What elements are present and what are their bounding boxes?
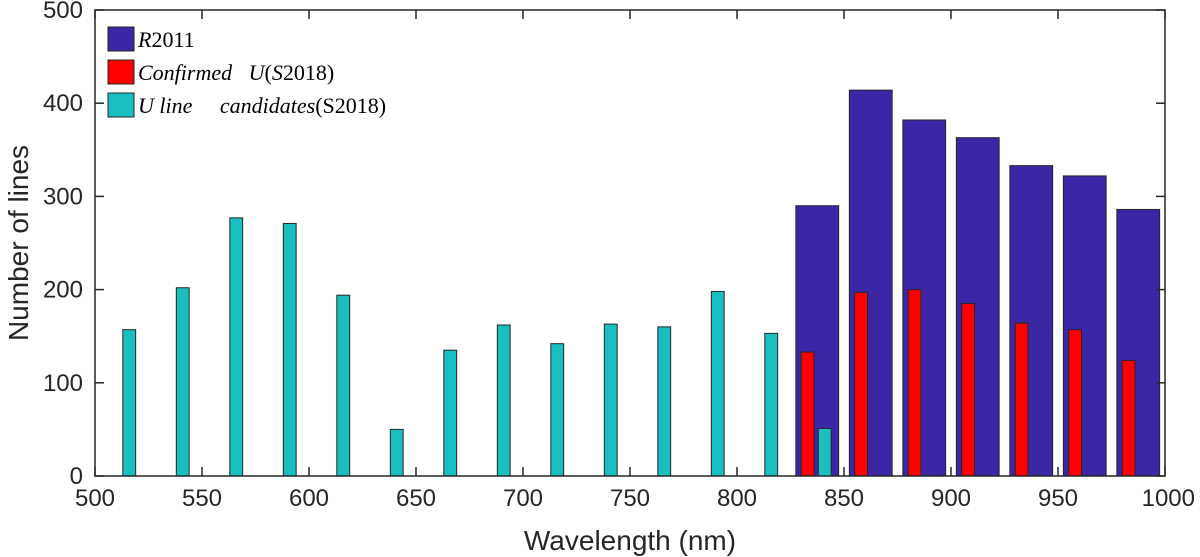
bar-series2-8	[550, 343, 565, 477]
bar-series2-13	[817, 427, 832, 477]
legend-label-confirmed: Confirmed U(S2018)	[138, 60, 334, 85]
y-axis-title: Number of lines	[3, 145, 34, 341]
legend: R2011 Confirmed U(S2018) U line candidat…	[107, 26, 386, 118]
y-tick-label-5: 500	[43, 0, 83, 24]
bar-series2-3	[282, 222, 297, 477]
x-tick-label-9: 950	[1038, 485, 1078, 512]
bar-series2-5	[389, 428, 404, 477]
y-tick-label-1: 100	[43, 370, 83, 397]
bar-series2-2	[229, 217, 244, 477]
x-tick-label-0: 500	[75, 485, 115, 512]
bar-series2-10	[657, 326, 672, 477]
bar-series1-4	[1014, 322, 1029, 477]
y-tick-label-2: 200	[43, 277, 83, 304]
plot-frame	[94, 9, 1166, 477]
bar-series2-1	[175, 287, 190, 477]
y-tick-label-0: 0	[70, 463, 83, 490]
legend-swatch-r2011	[107, 26, 135, 52]
y-tick-label-3: 300	[43, 183, 83, 210]
x-tick-label-1: 550	[182, 485, 222, 512]
x-tick-label-8: 900	[931, 485, 971, 512]
legend-label-candidates: U line candidates(S2018)	[138, 93, 386, 118]
y-tick-label-4: 400	[43, 90, 83, 117]
x-tick-label-3: 650	[396, 485, 436, 512]
x-tick-label-10: 1000	[1142, 485, 1195, 512]
x-axis-title: Wavelength (nm)	[524, 525, 736, 556]
bar-series1-5	[1068, 329, 1083, 477]
bar-series2-7	[496, 324, 511, 477]
bar-series1-3	[961, 303, 976, 477]
bar-series2-11	[710, 290, 725, 477]
bar-series2-0	[122, 329, 137, 477]
legend-swatch-candidates	[107, 92, 135, 118]
bar-series1-2	[907, 289, 922, 477]
x-tick-label-4: 700	[503, 485, 543, 512]
x-tick-labels: 500 550 600 650 700 750 800 850 900 950 1000	[75, 485, 1195, 512]
bar-series2-6	[443, 349, 458, 477]
legend-label-r2011: R2011	[137, 27, 195, 52]
x-tick-label-7: 850	[824, 485, 864, 512]
bar-series2-4	[336, 294, 351, 477]
legend-swatch-confirmed	[107, 59, 135, 85]
bar-series2-12	[764, 332, 779, 477]
x-tick-label-5: 750	[610, 485, 650, 512]
bar-series1-0	[800, 351, 815, 477]
x-tick-label-6: 800	[717, 485, 757, 512]
bars-layer	[122, 89, 1161, 477]
bar-series1-6	[1121, 359, 1136, 477]
y-tick-labels: 0 100 200 300 400 500	[43, 0, 83, 490]
bar-series1-1	[854, 291, 869, 477]
bar-series2-9	[603, 323, 618, 477]
x-tick-label-2: 600	[289, 485, 329, 512]
